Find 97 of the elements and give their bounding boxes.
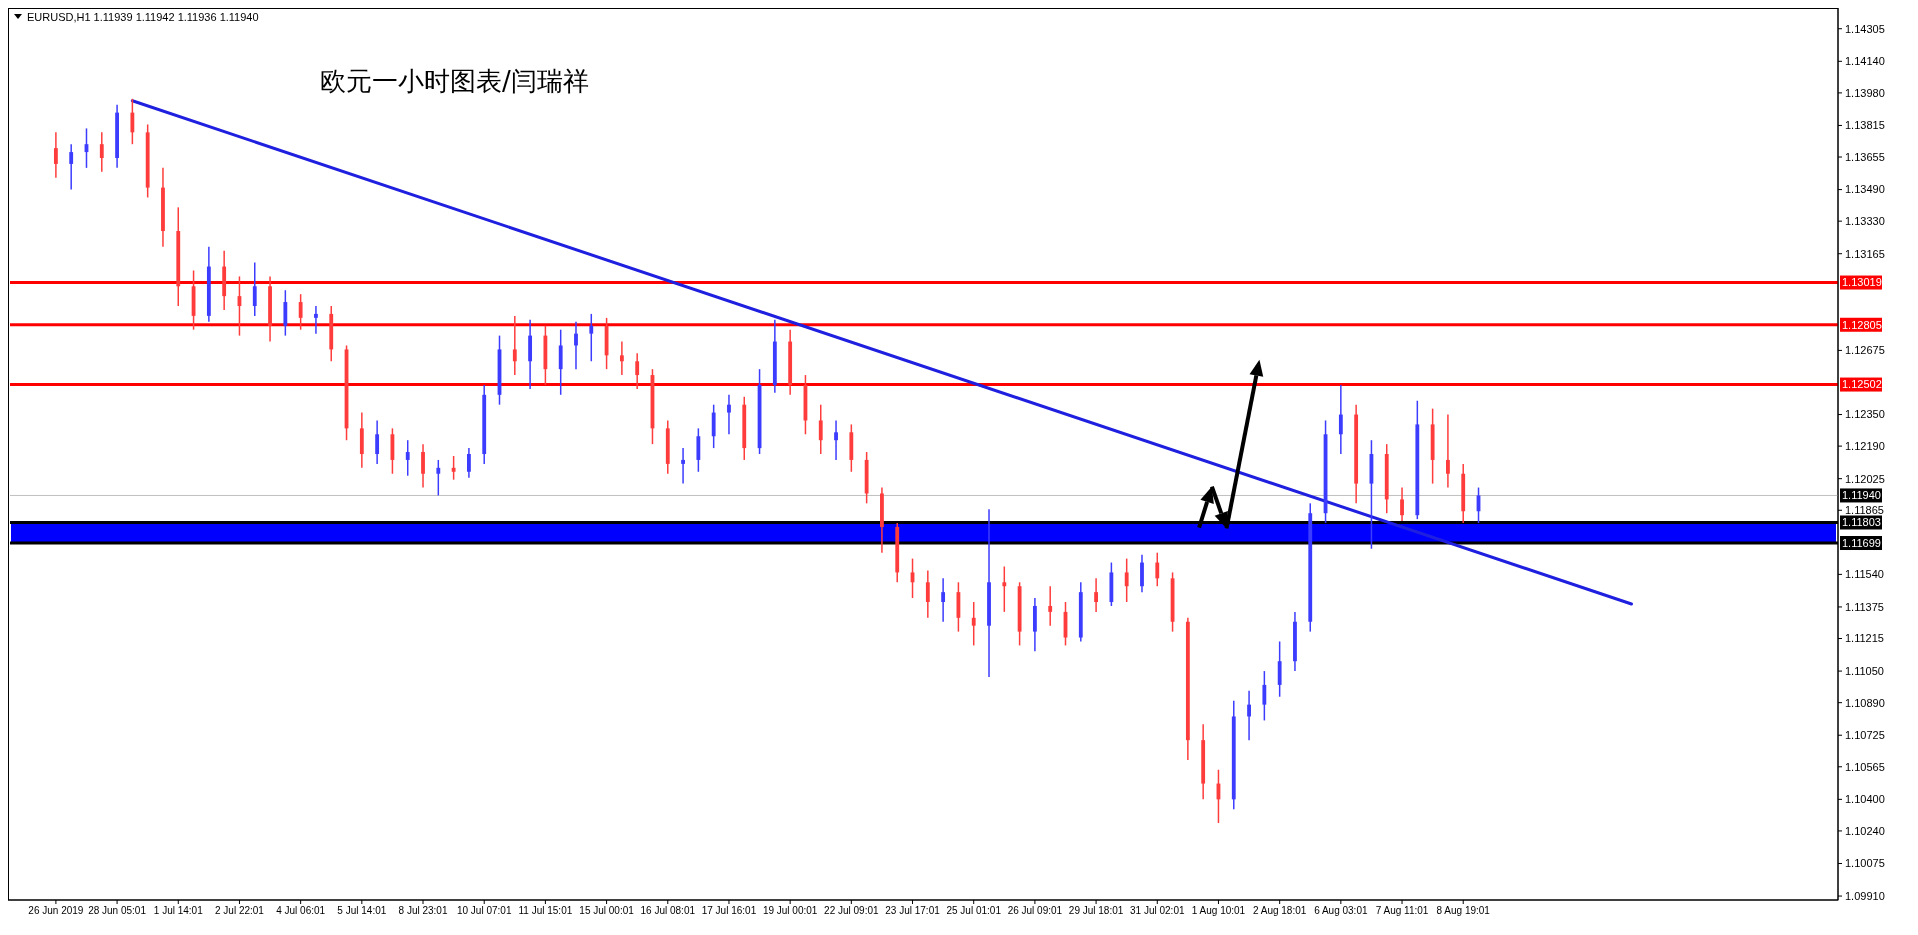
y-tick-label: 1.12350 — [1845, 408, 1885, 421]
x-tick-label: 19 Jul 00:01 — [762, 905, 818, 916]
candlestick — [834, 419, 838, 461]
candlestick — [436, 459, 441, 497]
ref-line-label: 1.11699 — [1842, 536, 1881, 549]
y-tick-label: 1.14140 — [1845, 55, 1885, 68]
y-tick-label: 1.11375 — [1845, 600, 1884, 613]
y-tick-label: 1.13980 — [1845, 86, 1885, 99]
candlestick — [696, 427, 701, 473]
candlestick — [589, 313, 594, 363]
x-tick-label: 8 Aug 19:01 — [1436, 905, 1491, 916]
candlestick — [619, 340, 624, 376]
x-tick-label: 1 Aug 10:01 — [1191, 905, 1246, 916]
candlestick — [941, 577, 946, 623]
y-tick-label: 1.11050 — [1845, 664, 1884, 677]
candlestick — [681, 447, 685, 485]
candlestick — [1155, 551, 1160, 587]
x-tick-label: 1 Jul 14:01 — [153, 905, 204, 916]
candlestick — [574, 321, 578, 370]
x-tick-label: 2 Aug 18:01 — [1252, 905, 1307, 916]
candlestick — [53, 131, 58, 179]
ref-line-label: 1.11803 — [1842, 516, 1881, 529]
x-tick-label: 26 Jul 09:01 — [1007, 905, 1063, 916]
y-tick-label: 1.14305 — [1845, 22, 1885, 35]
candlestick — [558, 328, 563, 396]
candlestick — [512, 315, 517, 376]
y-tick-label: 1.13655 — [1845, 150, 1885, 163]
y-tick-label: 1.10725 — [1845, 729, 1885, 742]
x-tick-label: 28 Jun 05:01 — [88, 905, 147, 916]
candlestick — [1002, 565, 1007, 613]
y-tick-label: 1.09910 — [1845, 889, 1885, 902]
candlestick — [405, 439, 410, 477]
x-tick-label: 22 Jul 09:01 — [824, 905, 880, 916]
text: 欧元一小时图表/闫瑞祥 — [320, 66, 589, 96]
candlestick — [451, 455, 456, 481]
x-tick-label: 4 Jul 06:01 — [276, 905, 326, 916]
candlestick — [727, 394, 731, 436]
candlestick — [1124, 557, 1129, 603]
x-tick-label: 17 Jul 16:01 — [701, 905, 757, 916]
ref-line-label: 1.11940 — [1842, 489, 1881, 502]
y-tick-label: 1.11215 — [1845, 632, 1884, 645]
candlestick — [818, 403, 823, 455]
y-tick-label: 1.12675 — [1845, 344, 1885, 357]
x-tick-label: 23 Jul 17:01 — [885, 905, 941, 916]
x-tick-label: 5 Jul 14:01 — [337, 905, 387, 916]
candlestick — [99, 131, 104, 173]
candlestick — [635, 352, 640, 390]
y-tick-label: 1.13165 — [1845, 247, 1885, 260]
y-tick-label: 1.10565 — [1845, 760, 1885, 773]
x-tick-label: 26 Jun 2019 — [28, 905, 84, 916]
candlestick — [314, 305, 318, 335]
candlestick — [283, 289, 288, 337]
x-tick-label: 31 Jul 02:01 — [1130, 905, 1185, 916]
candlestick — [711, 403, 716, 449]
x-tick-label: 7 Aug 11:01 — [1375, 905, 1429, 916]
candlestick — [467, 447, 471, 479]
y-tick-label: 1.13815 — [1845, 119, 1885, 132]
candlestick — [1277, 640, 1282, 698]
candlestick — [1094, 577, 1098, 613]
x-tick-label: 11 Jul 15:01 — [518, 905, 573, 916]
y-tick-label: 1.10075 — [1845, 857, 1885, 870]
x-tick-label: 16 Jul 08:01 — [640, 905, 696, 916]
y-tick-label: 1.13490 — [1845, 183, 1885, 196]
y-tick-label: 1.12025 — [1845, 472, 1885, 485]
x-tick-label: 6 Aug 03:01 — [1314, 905, 1368, 916]
ref-line-label: 1.12502 — [1842, 378, 1882, 391]
candlestick — [1247, 690, 1251, 741]
candlestick — [252, 261, 257, 317]
candlestick — [1048, 585, 1053, 627]
x-tick-label: 29 Jul 18:01 — [1068, 905, 1124, 916]
y-tick-label: 1.12190 — [1845, 439, 1885, 452]
annotation: EURUSD,H1 1.11939 1.11942 1.11936 1.11940 — [27, 11, 259, 23]
candlestick — [1140, 553, 1144, 593]
candlestick — [925, 569, 930, 619]
x-tick-label: 2 Jul 22:01 — [214, 905, 265, 916]
candlestick — [1338, 384, 1343, 455]
candlestick — [421, 443, 425, 489]
y-tick-label: 1.13330 — [1845, 215, 1885, 227]
y-tick-label: 1.11865 — [1845, 504, 1884, 517]
x-tick-label: 10 Jul 07:01 — [456, 905, 512, 916]
y-tick-label: 1.10400 — [1845, 793, 1885, 806]
candlestick — [69, 143, 74, 191]
y-tick-label: 1.11540 — [1845, 568, 1884, 581]
ref-line-label: 1.12805 — [1842, 318, 1882, 331]
ref-line-label: 1.13019 — [1842, 276, 1882, 289]
candlestick — [1262, 670, 1267, 722]
y-tick-label: 1.10240 — [1845, 824, 1885, 837]
y-tick-label: 1.10890 — [1845, 696, 1885, 709]
candlestick — [130, 98, 135, 145]
candlestick — [375, 419, 380, 465]
x-tick-label: 15 Jul 00:01 — [579, 905, 635, 916]
x-tick-label: 25 Jul 01:01 — [946, 905, 1002, 916]
candlestick — [1446, 413, 1450, 489]
candlestick — [971, 601, 976, 647]
x-tick-label: 8 Jul 23:01 — [398, 905, 448, 916]
candlestick — [1400, 486, 1404, 522]
candlestick — [298, 293, 303, 331]
